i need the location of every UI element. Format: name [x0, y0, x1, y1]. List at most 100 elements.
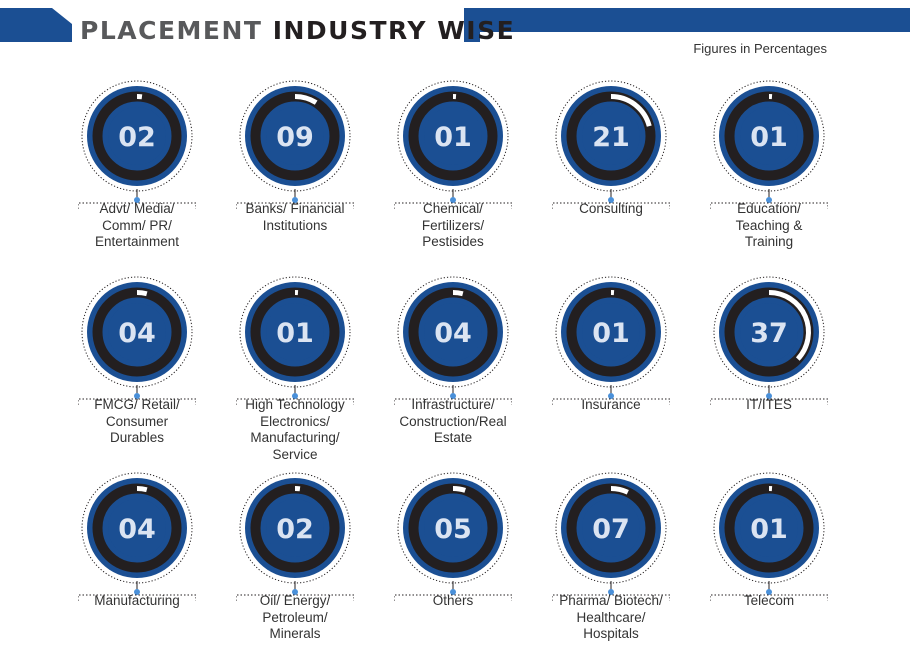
label-pointer [394, 581, 512, 601]
inner-disc [108, 107, 166, 165]
industry-item: 01 Education/ Teaching & Training [710, 77, 828, 273]
percent-value: 01 [434, 122, 472, 153]
header-right-bar [464, 8, 910, 42]
header-left-bar [0, 8, 72, 42]
industry-label: Consulting [579, 201, 643, 216]
donut-chart: 01 [397, 80, 509, 192]
donut-chart: 05 [397, 472, 509, 584]
industry-item: 01 High Technology Electronics/ Manufactu… [236, 273, 354, 469]
inner-disc [424, 303, 482, 361]
industry-item: 02 Oil/ Energy/ Petroleum/ Minerals [236, 469, 354, 665]
dotted-outline [81, 472, 193, 584]
industry-item: 37 IT/ITES [710, 273, 828, 469]
donut-chart: 21 [555, 80, 667, 192]
inner-disc [424, 499, 482, 557]
percent-value: 02 [118, 122, 156, 153]
value-arc [452, 290, 464, 297]
label-pointer [394, 189, 512, 209]
industry-item: 04 Infrastructure/ Construction/Real Esta… [394, 273, 512, 469]
inner-disc [424, 107, 482, 165]
industry-label: Chemical/ Fertilizers/ Pestisides [421, 201, 485, 249]
percent-value: 01 [750, 122, 788, 153]
value-arc [452, 485, 466, 493]
dotted-outline [713, 276, 825, 388]
inner-disc [266, 107, 324, 165]
industry-item: 21 Consulting [552, 77, 670, 273]
value-arc [136, 486, 148, 493]
donut-chart: 01 [239, 276, 351, 388]
industry-item: 01 Insurance [552, 273, 670, 469]
inner-disc [108, 499, 166, 557]
industry-item: 09 Banks/ Financial Institutions [236, 77, 354, 273]
industry-label: Oil/ Energy/ Petroleum/ Minerals [259, 593, 331, 641]
percent-value: 21 [592, 122, 630, 153]
page-title-part2: INDUSTRY WISE [272, 16, 516, 45]
dotted-outline [239, 80, 351, 192]
label-pointer [710, 189, 828, 209]
dotted-outline [397, 276, 509, 388]
industry-item: 07 Pharma/ Biotech/ Healthcare/ Hospitals [552, 469, 670, 665]
percent-value: 37 [750, 318, 788, 349]
donut-chart: 04 [81, 276, 193, 388]
dotted-outline [81, 80, 193, 192]
industry-label: Banks/ Financial Institutions [245, 201, 345, 233]
value-arc [610, 94, 652, 127]
industry-label: Others [432, 593, 474, 608]
inner-disc [582, 107, 640, 165]
donut-chart: 02 [81, 80, 193, 192]
dotted-outline [555, 80, 667, 192]
percent-value: 01 [276, 318, 314, 349]
percent-value: 04 [434, 318, 472, 349]
value-arc [768, 290, 811, 361]
label-pointer [710, 385, 828, 405]
dotted-outline [713, 80, 825, 192]
label-pointer [78, 189, 196, 209]
industry-label: Infrastructure/ Construction/Real Estate [399, 397, 507, 445]
percent-value: 04 [118, 318, 156, 349]
dotted-outline [81, 276, 193, 388]
industry-label: IT/ITES [746, 397, 792, 412]
industry-item: 01 Telecom [710, 469, 828, 665]
label-pointer [552, 581, 670, 601]
label-pointer [236, 385, 354, 405]
label-pointer [394, 385, 512, 405]
inner-disc [108, 303, 166, 361]
industry-label: Advt/ Media/ Comm/ PR/ Entertainment [94, 201, 180, 249]
dotted-outline [555, 472, 667, 584]
industry-donut-grid: 02 Advt/ Media/ Comm/ PR/ Entertainment 09… [78, 77, 828, 665]
percent-value: 01 [750, 514, 788, 545]
dotted-outline [555, 276, 667, 388]
industry-label: Education/ Teaching & Training [735, 201, 803, 249]
percent-value: 05 [434, 514, 472, 545]
label-pointer [78, 581, 196, 601]
value-arc [136, 290, 148, 297]
industry-label: Pharma/ Biotech/ Healthcare/ Hospitals [559, 593, 663, 641]
percent-value: 01 [592, 318, 630, 349]
inner-disc [740, 107, 798, 165]
donut-chart: 07 [555, 472, 667, 584]
figures-note: Figures in Percentages [693, 41, 827, 56]
donut-chart: 04 [397, 276, 509, 388]
donut-chart: 01 [713, 472, 825, 584]
donut-chart: 01 [555, 276, 667, 388]
label-pointer [236, 581, 354, 601]
inner-disc [582, 303, 640, 361]
industry-label: Manufacturing [94, 593, 180, 608]
dotted-outline [397, 80, 509, 192]
label-pointer [236, 189, 354, 209]
industry-label: Telecom [743, 593, 795, 608]
dotted-outline [713, 472, 825, 584]
industry-label: FMCG/ Retail/ Consumer Durables [94, 397, 180, 445]
industry-item: 01 Chemical/ Fertilizers/ Pestisides [394, 77, 512, 273]
inner-disc [582, 499, 640, 557]
percent-value: 02 [276, 514, 314, 545]
donut-chart: 37 [713, 276, 825, 388]
dotted-outline [239, 276, 351, 388]
label-pointer [710, 581, 828, 601]
donut-chart: 01 [713, 80, 825, 192]
industry-item: 02 Advt/ Media/ Comm/ PR/ Entertainment [78, 77, 196, 273]
inner-disc [740, 303, 798, 361]
percent-value: 04 [118, 514, 156, 545]
industry-item: 04 FMCG/ Retail/ Consumer Durables [78, 273, 196, 469]
page-title-part1: PLACEMENT [80, 16, 263, 45]
